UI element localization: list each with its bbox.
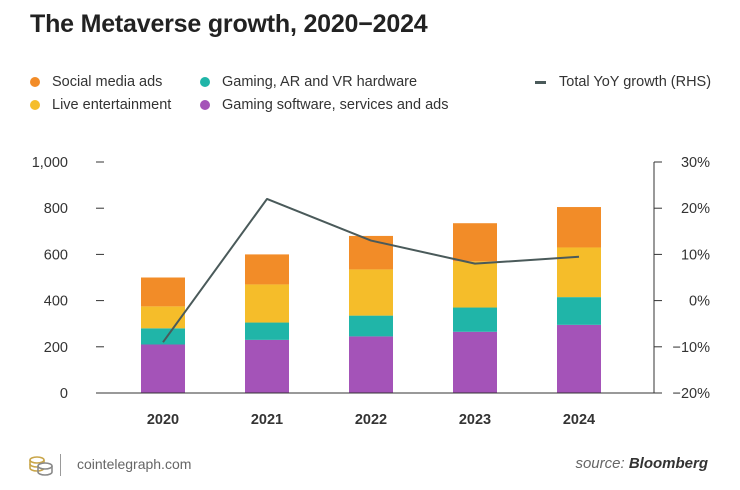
bar-live-2023 xyxy=(453,261,497,308)
y2-tick-label: 20% xyxy=(681,201,710,217)
legend-gaming-software: Gaming software, services and ads xyxy=(200,97,448,113)
bar-social-2021 xyxy=(245,254,289,285)
legend-swatch-gaming-hw xyxy=(200,77,210,87)
bar-layer xyxy=(141,207,601,393)
legend-label-gaming-hw: Gaming, AR and VR hardware xyxy=(222,74,418,90)
chart-title: The Metaverse growth, 2020−2024 xyxy=(30,10,428,38)
legend-swatch-social xyxy=(30,77,40,87)
footer-divider xyxy=(60,454,61,476)
legend-swatch-live xyxy=(30,100,40,110)
bar-social-2024 xyxy=(557,207,601,248)
y-tick-label: 400 xyxy=(44,294,68,310)
y2-tick-label: 30% xyxy=(681,155,710,171)
cointelegraph-logo-icon xyxy=(29,456,53,476)
legend-live-entertainment: Live entertainment xyxy=(30,97,171,113)
legend-swatch-gaming-sw xyxy=(200,100,210,110)
x-tick-label: 2024 xyxy=(563,412,595,428)
legend-total-growth: Total YoY growth (RHS) xyxy=(535,74,711,90)
footer-source-prefix: source: xyxy=(575,455,625,472)
footer-source-name: Bloomberg xyxy=(628,455,708,472)
x-tick-label: 2021 xyxy=(251,412,283,428)
legend-social-media-ads: Social media ads xyxy=(30,74,162,90)
y2-tick-label: −20% xyxy=(673,386,711,402)
y-tick-label: 200 xyxy=(44,340,68,356)
y2-tick-label: 0% xyxy=(689,294,710,310)
bar-gaming_sw-2020 xyxy=(141,344,185,393)
legend-label-live: Live entertainment xyxy=(52,97,172,113)
x-tick-label: 2020 xyxy=(147,412,179,428)
axis-layer xyxy=(96,162,658,394)
growth-line xyxy=(162,197,580,343)
x-tick-label: 2022 xyxy=(355,412,387,428)
y-tick-label: 800 xyxy=(44,201,68,217)
y-tick-label: 600 xyxy=(44,247,68,263)
legend-label-growth: Total YoY growth (RHS) xyxy=(559,74,712,90)
bar-social-2023 xyxy=(453,223,497,262)
bar-live-2024 xyxy=(557,247,601,298)
chart-plot: 1,000 800 600 400 200 0 30% 20% 10% 0% −10% −20% 202… xyxy=(32,155,710,428)
bar-gaming_hw-2020 xyxy=(141,328,185,345)
y2-tick-label: −10% xyxy=(673,340,711,356)
bar-live-2020 xyxy=(141,306,185,329)
bar-gaming_sw-2021 xyxy=(245,339,289,393)
footer-source: source: Bloomberg xyxy=(575,455,708,472)
footer-site-link[interactable]: cointelegraph.com xyxy=(77,456,192,472)
bar-gaming_hw-2024 xyxy=(557,297,601,325)
y2-tick-label: 10% xyxy=(681,247,710,263)
legend-label-gaming-sw: Gaming software, services and ads xyxy=(222,97,449,113)
legend-swatch-growth xyxy=(535,80,546,84)
bar-gaming_hw-2023 xyxy=(453,307,497,332)
bar-gaming_hw-2021 xyxy=(245,322,289,340)
bar-live-2021 xyxy=(245,284,289,323)
legend-label-social: Social media ads xyxy=(52,74,163,90)
bar-gaming_sw-2023 xyxy=(453,331,497,393)
bar-gaming_hw-2022 xyxy=(349,315,393,337)
bar-gaming_sw-2022 xyxy=(349,336,393,393)
y-tick-label: 1,000 xyxy=(32,155,68,171)
bar-social-2020 xyxy=(141,277,185,307)
bar-gaming_sw-2024 xyxy=(557,324,601,393)
legend-gaming-hardware: Gaming, AR and VR hardware xyxy=(200,74,417,90)
growth-line-layer xyxy=(162,197,580,343)
y-tick-label: 0 xyxy=(60,386,68,402)
tick-layer: 1,000 800 600 400 200 0 30% 20% 10% 0% −10% −20% 202… xyxy=(32,155,710,428)
bar-live-2022 xyxy=(349,269,393,316)
x-tick-label: 2023 xyxy=(459,412,491,428)
